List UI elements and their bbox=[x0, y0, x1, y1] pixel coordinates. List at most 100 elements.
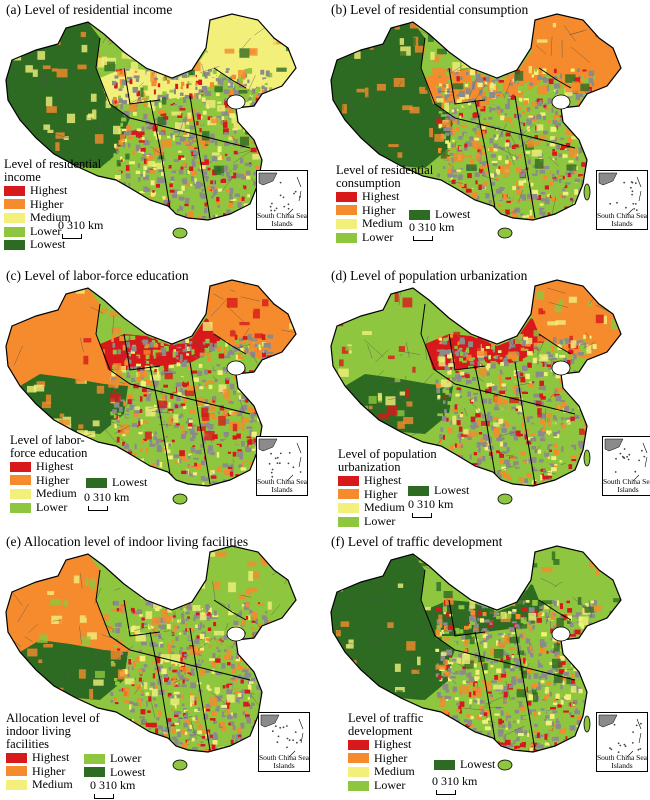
county-unit bbox=[521, 452, 527, 458]
county-unit bbox=[529, 102, 533, 107]
county-unit bbox=[242, 225, 245, 230]
county-unit bbox=[449, 152, 454, 156]
county-unit bbox=[269, 398, 274, 403]
county-unit bbox=[175, 122, 185, 131]
county-unit bbox=[235, 224, 241, 227]
county-unit bbox=[520, 194, 526, 199]
county-unit bbox=[492, 172, 497, 177]
county-unit bbox=[497, 433, 502, 439]
county-unit bbox=[144, 714, 148, 719]
county-unit bbox=[122, 222, 125, 224]
county-unit bbox=[458, 224, 460, 230]
county-unit bbox=[541, 428, 546, 432]
county-unit bbox=[419, 90, 428, 94]
county-unit bbox=[125, 619, 132, 626]
county-unit bbox=[543, 484, 550, 486]
county-unit bbox=[387, 285, 391, 292]
county-unit bbox=[568, 414, 574, 418]
county-boundary bbox=[98, 116, 102, 130]
county-unit bbox=[554, 157, 557, 161]
county-unit bbox=[209, 186, 215, 190]
county-unit bbox=[519, 376, 526, 383]
county-unit bbox=[210, 214, 213, 219]
county-unit bbox=[438, 439, 443, 444]
county-unit bbox=[168, 199, 171, 203]
county-unit bbox=[557, 117, 564, 122]
county-unit bbox=[116, 436, 120, 443]
county-unit bbox=[127, 143, 131, 148]
county-unit bbox=[496, 147, 499, 153]
county-unit bbox=[454, 399, 461, 405]
county-boundary bbox=[29, 143, 41, 150]
county-unit bbox=[193, 151, 199, 156]
county-boundary bbox=[518, 137, 532, 148]
county-unit bbox=[486, 383, 492, 388]
county-unit bbox=[145, 751, 150, 752]
county-unit bbox=[139, 221, 141, 225]
county-unit bbox=[121, 198, 126, 203]
province-boundary bbox=[454, 117, 576, 149]
county-unit bbox=[241, 151, 247, 155]
county-unit bbox=[233, 457, 239, 462]
county-unit bbox=[452, 367, 455, 373]
county-unit bbox=[458, 426, 463, 432]
county-unit bbox=[222, 750, 227, 752]
county-unit bbox=[582, 470, 589, 473]
county-unit bbox=[537, 430, 544, 437]
county-unit bbox=[574, 77, 581, 84]
county-unit bbox=[195, 82, 198, 86]
county-unit bbox=[198, 94, 201, 99]
county-unit bbox=[188, 211, 194, 217]
county-unit bbox=[496, 106, 501, 111]
county-unit bbox=[156, 219, 162, 220]
county-unit bbox=[501, 375, 504, 381]
county-unit bbox=[550, 433, 553, 436]
county-unit bbox=[563, 225, 567, 229]
county-unit bbox=[568, 147, 578, 158]
county-unit bbox=[167, 217, 169, 220]
county-unit bbox=[55, 142, 60, 151]
county-unit bbox=[226, 171, 233, 177]
county-unit bbox=[162, 102, 166, 107]
county-unit bbox=[246, 426, 253, 429]
legend-label: Higher bbox=[364, 486, 398, 501]
county-unit bbox=[473, 392, 480, 395]
county-unit bbox=[193, 142, 199, 148]
county-unit bbox=[458, 470, 462, 477]
county-unit bbox=[185, 421, 190, 424]
county-unit bbox=[150, 682, 156, 687]
county-unit bbox=[500, 164, 511, 175]
county-unit bbox=[179, 388, 183, 392]
county-unit bbox=[136, 377, 142, 382]
county-unit bbox=[501, 91, 506, 94]
county-unit bbox=[459, 115, 462, 120]
county-unit bbox=[190, 682, 197, 689]
county-unit bbox=[181, 429, 185, 435]
county-unit bbox=[278, 394, 285, 401]
county-unit bbox=[248, 391, 251, 396]
county-unit bbox=[114, 423, 117, 429]
county-unit bbox=[177, 339, 183, 344]
county-unit bbox=[512, 209, 517, 214]
county-unit bbox=[482, 161, 488, 167]
county-unit bbox=[191, 138, 196, 143]
scale-text: 0 310 km bbox=[408, 497, 454, 511]
county-unit bbox=[572, 205, 578, 209]
county-unit bbox=[127, 460, 132, 467]
county-unit bbox=[173, 490, 176, 493]
county-unit bbox=[138, 350, 145, 355]
county-unit bbox=[576, 409, 579, 414]
county-unit bbox=[154, 478, 157, 484]
county-unit bbox=[198, 79, 203, 85]
legend-swatch bbox=[408, 485, 429, 496]
county-unit bbox=[210, 475, 217, 479]
county-unit bbox=[183, 487, 187, 490]
county-unit bbox=[198, 494, 200, 497]
county-unit bbox=[224, 347, 227, 354]
county-unit bbox=[150, 488, 155, 491]
county-unit bbox=[184, 95, 191, 99]
province-boundary bbox=[474, 365, 496, 475]
county-unit bbox=[163, 346, 169, 352]
county-unit bbox=[163, 362, 169, 368]
county-unit bbox=[458, 193, 461, 196]
